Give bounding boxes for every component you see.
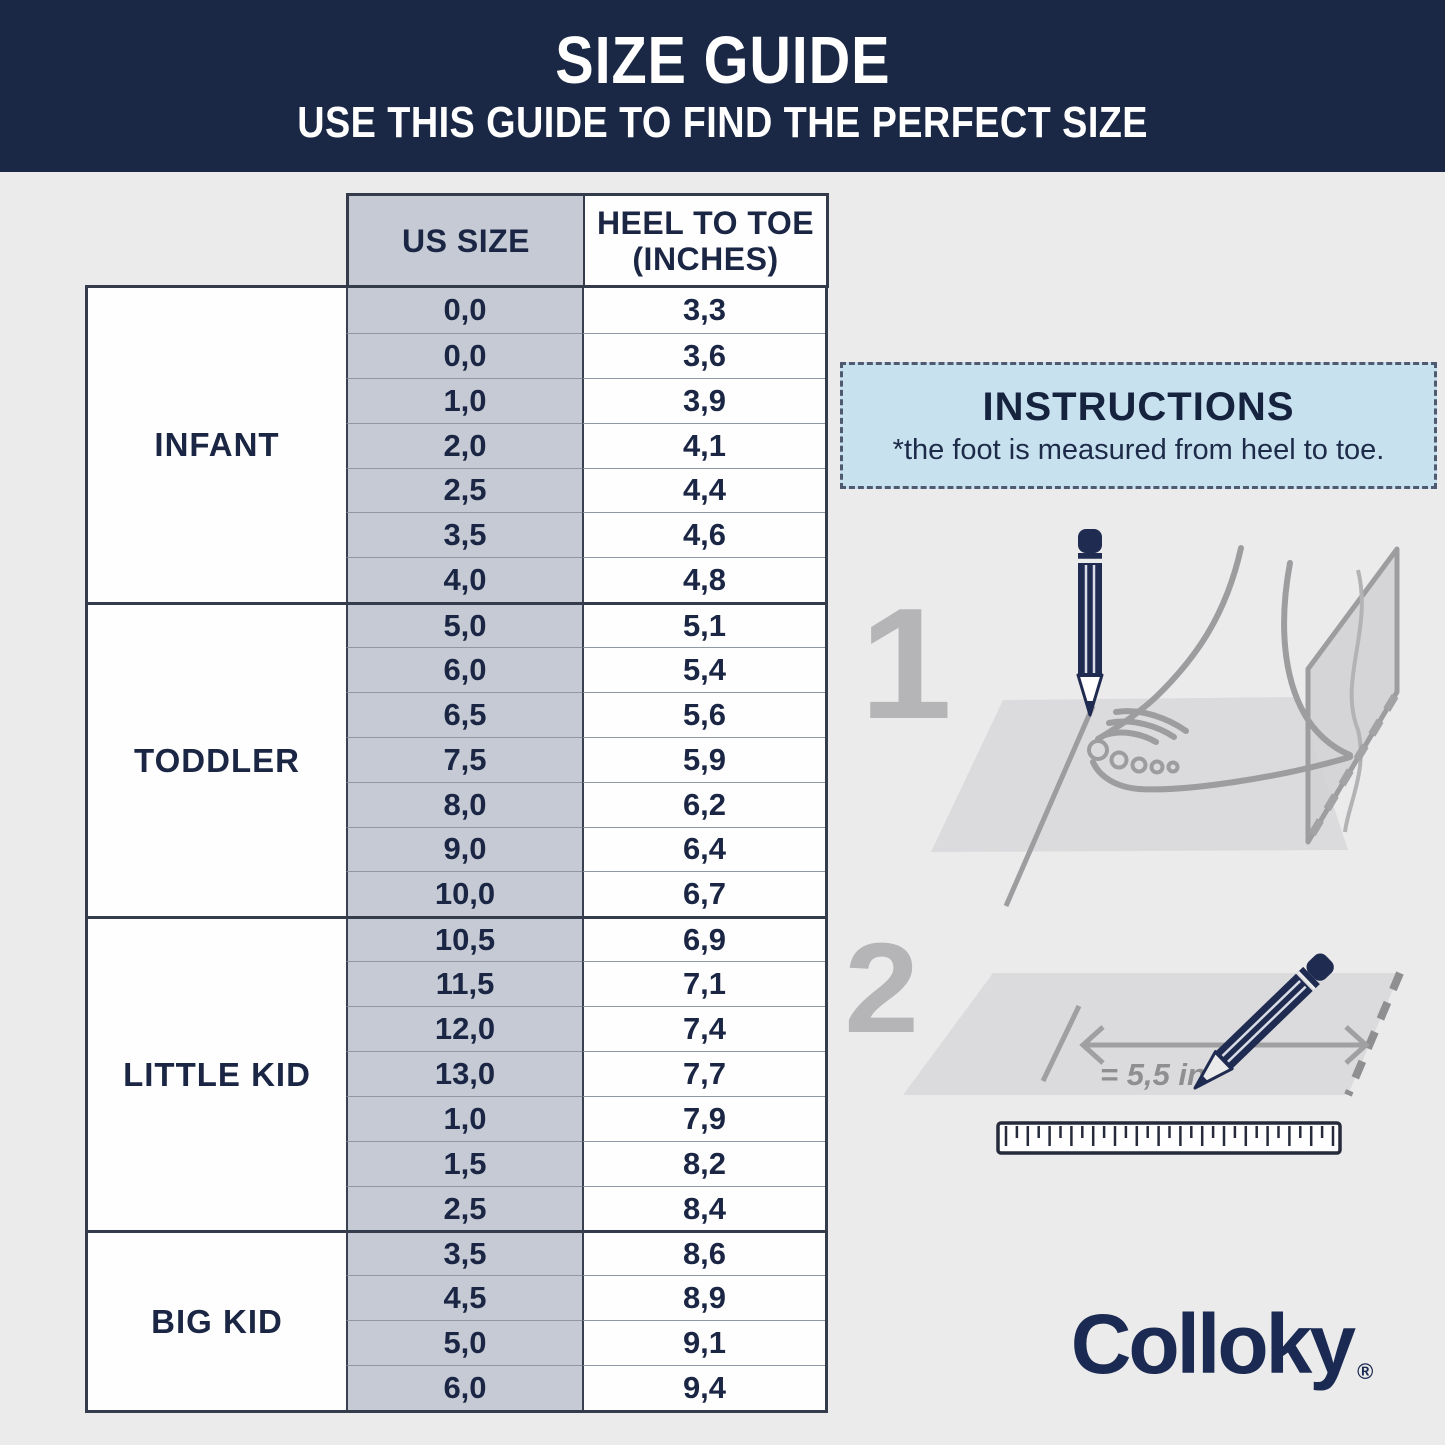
wall-panel-icon: [1305, 546, 1400, 845]
toes-icon: [1087, 739, 1180, 775]
heel-to-toe-cell: 6,2: [582, 781, 825, 827]
header-band: SIZE GUIDE USE THIS GUIDE TO FIND THE PE…: [0, 0, 1445, 172]
heel-to-toe-cell: 4,8: [582, 557, 825, 603]
us-size-cell: 2,5: [346, 467, 582, 513]
heel-to-toe-cell: 6,9: [582, 916, 825, 962]
heel-to-toe-cell: 9,4: [582, 1365, 825, 1410]
page-subtitle: USE THIS GUIDE TO FIND THE PERFECT SIZE: [297, 98, 1148, 148]
category-cell: LITTLE KID: [88, 916, 346, 1231]
heel-to-toe-cell: 4,6: [582, 512, 825, 558]
heel-to-toe-cell: 4,4: [582, 467, 825, 513]
us-size-cell: 8,0: [346, 781, 582, 827]
brand-logo: Colloky ®: [1020, 1302, 1420, 1386]
us-size-cell: 0,0: [346, 288, 582, 333]
heel-to-toe-cell: 6,4: [582, 826, 825, 872]
us-size-cell: 5,0: [346, 1320, 582, 1366]
us-size-header-label: US SIZE: [402, 223, 530, 260]
us-size-cell: 9,0: [346, 826, 582, 872]
us-size-cell: 3,5: [346, 1230, 582, 1276]
us-size-cell: 10,5: [346, 916, 582, 962]
heel-to-toe-cell: 4,1: [582, 422, 825, 468]
traced-line: [1003, 705, 1096, 907]
step-1-number: 1: [859, 576, 953, 752]
instructions-title: INSTRUCTIONS: [982, 384, 1295, 429]
paper-sheet-icon: [931, 697, 1348, 852]
heel-to-toe-cell: 7,1: [582, 961, 825, 1007]
us-size-cell: 13,0: [346, 1050, 582, 1096]
us-size-cell: 11,5: [346, 961, 582, 1007]
step-1-trace-foot-illustration: [931, 529, 1400, 907]
heel-to-toe-cell: 8,2: [582, 1140, 825, 1186]
us-size-cell: 7,5: [346, 736, 582, 782]
heel-to-toe-cell: 3,9: [582, 377, 825, 423]
registered-mark: ®: [1357, 1359, 1374, 1384]
step-2-measure-illustration: = 5,5 in: [903, 953, 1404, 1155]
us-size-cell: 4,5: [346, 1275, 582, 1321]
heel-to-toe-column-header: HEEL TO TOE (INCHES): [583, 196, 826, 288]
us-size-cell: 4,0: [346, 557, 582, 603]
heel-header-line2: (INCHES): [632, 241, 779, 277]
us-size-cell: 6,0: [346, 1365, 582, 1410]
us-size-cell: 6,0: [346, 647, 582, 692]
step-2-number: 2: [844, 917, 919, 1060]
heel-to-toe-cell: 7,4: [582, 1006, 825, 1051]
us-size-column-header: US SIZE: [349, 196, 583, 288]
instructions-note: *the foot is measured from heel to toe.: [892, 433, 1385, 466]
us-size-cell: 1,5: [346, 1140, 582, 1186]
heel-to-toe-cell: 5,6: [582, 691, 825, 737]
category-cell: TODDLER: [88, 602, 346, 917]
us-size-cell: 3,5: [346, 512, 582, 558]
size-table-header: US SIZE HEEL TO TOE (INCHES): [346, 193, 829, 288]
measurement-label: = 5,5 in: [1100, 1057, 1206, 1092]
heel-to-toe-cell: 3,3: [582, 288, 825, 333]
heel-to-toe-cell: 9,1: [582, 1320, 825, 1366]
heel-to-toe-cell: 8,9: [582, 1275, 825, 1321]
us-size-cell: 2,5: [346, 1185, 582, 1231]
instructions-box: INSTRUCTIONS *the foot is measured from …: [840, 362, 1437, 489]
heel-to-toe-cell: 7,9: [582, 1095, 825, 1141]
us-size-cell: 12,0: [346, 1006, 582, 1051]
us-size-cell: 1,0: [346, 377, 582, 423]
heel-to-toe-cell: 8,4: [582, 1185, 825, 1231]
pencil-icon: [1193, 953, 1334, 1090]
pencil-icon: [1076, 529, 1104, 717]
category-cell: BIG KID: [88, 1230, 346, 1410]
category-cell: INFANT: [88, 288, 346, 603]
heel-to-toe-cell: 6,7: [582, 871, 825, 917]
heel-to-toe-cell: 5,1: [582, 602, 825, 648]
brand-name: Colloky: [1070, 1297, 1356, 1391]
ruler-icon: [996, 1121, 1342, 1155]
size-table-body: INFANT 0,0 3,3 0,0 3,6 1,0 3,9 2,0 4,1 2,5 4,4 3,5 4…: [85, 285, 828, 1413]
us-size-cell: 6,5: [346, 691, 582, 737]
us-size-cell: 0,0: [346, 332, 582, 378]
dashed-paper-edge: [1344, 971, 1404, 1097]
heel-to-toe-cell: 8,6: [582, 1230, 825, 1276]
foot-outline-icon: [1090, 545, 1353, 793]
heel-to-toe-cell: 5,9: [582, 736, 825, 782]
heel-to-toe-cell: 7,7: [582, 1050, 825, 1096]
us-size-cell: 5,0: [346, 602, 582, 648]
us-size-cell: 1,0: [346, 1095, 582, 1141]
us-size-cell: 2,0: [346, 422, 582, 468]
us-size-cell: 10,0: [346, 871, 582, 917]
page-title: SIZE GUIDE: [554, 22, 891, 98]
heel-header-line1: HEEL TO TOE: [596, 205, 815, 242]
heel-to-toe-cell: 3,6: [582, 332, 825, 378]
heel-to-toe-cell: 5,4: [582, 647, 825, 692]
